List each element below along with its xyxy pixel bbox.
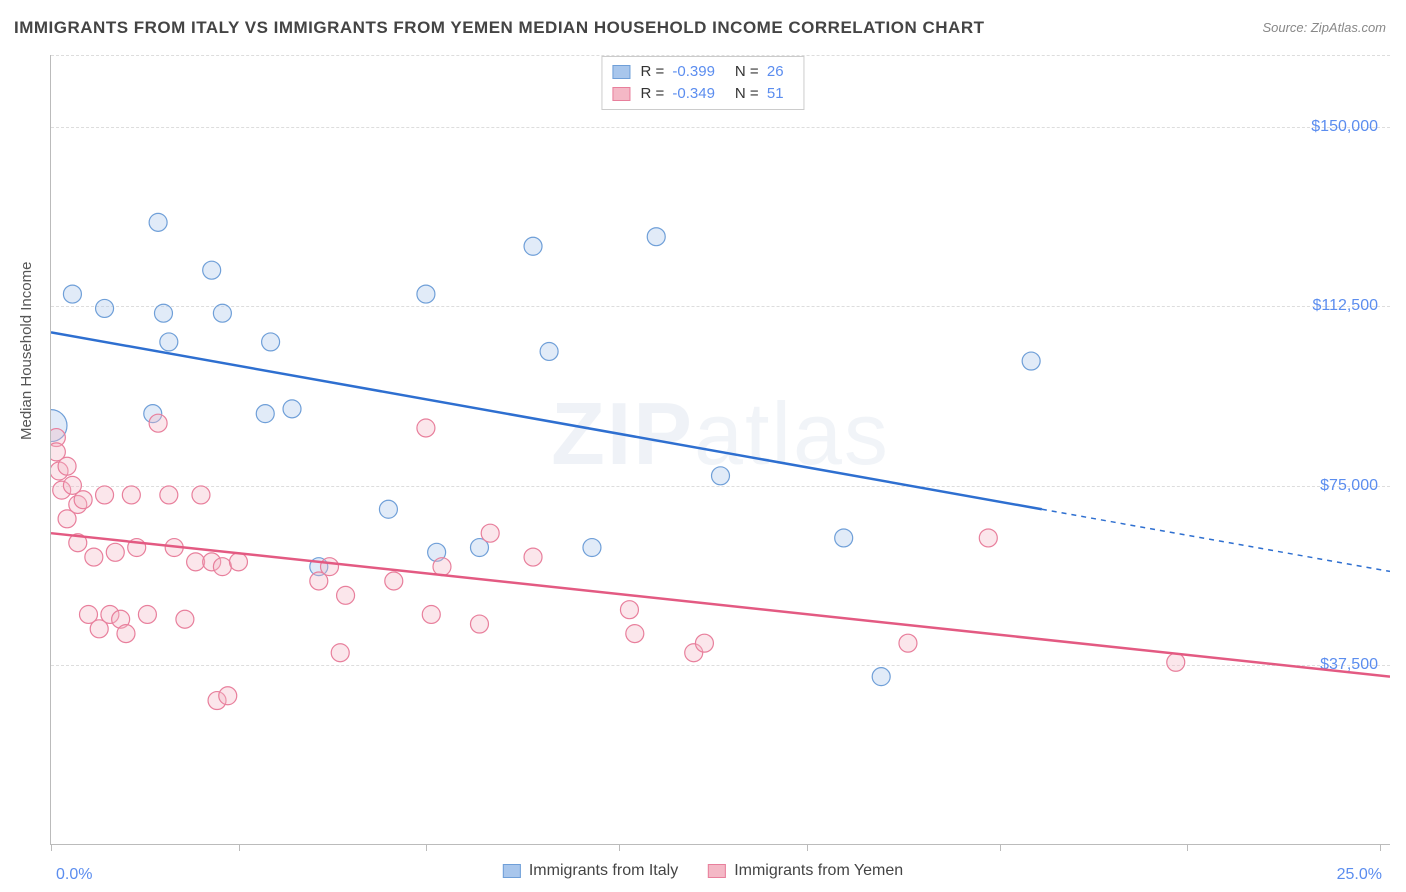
legend-n-label: N = 26: [735, 61, 794, 83]
data-point: [481, 524, 499, 542]
x-tick: [1000, 844, 1001, 851]
data-point: [122, 486, 140, 504]
data-point: [647, 228, 665, 246]
x-axis-min-label: 0.0%: [56, 866, 92, 884]
data-point: [256, 405, 274, 423]
data-point: [1022, 352, 1040, 370]
data-point: [213, 558, 231, 576]
data-point: [337, 586, 355, 604]
legend-row: R = -0.399 N = 26: [612, 61, 793, 83]
legend-item: Immigrants from Yemen: [708, 862, 903, 880]
legend-r-label: R = -0.349: [640, 83, 724, 105]
data-point: [219, 687, 237, 705]
data-point: [835, 529, 853, 547]
data-point: [283, 400, 301, 418]
x-tick: [51, 844, 52, 851]
data-point: [385, 572, 403, 590]
x-tick: [1187, 844, 1188, 851]
series-legend: Immigrants from Italy Immigrants from Yem…: [503, 862, 903, 880]
x-tick: [619, 844, 620, 851]
legend-swatch: [503, 864, 521, 878]
legend-item: Immigrants from Italy: [503, 862, 678, 880]
x-axis-max-label: 25.0%: [1337, 866, 1382, 884]
data-point: [106, 543, 124, 561]
data-point: [149, 213, 167, 231]
data-point: [1167, 653, 1185, 671]
data-point: [583, 539, 601, 557]
correlation-legend: R = -0.399 N = 26 R = -0.349 N = 51: [601, 56, 804, 110]
legend-label: Immigrants from Yemen: [734, 862, 903, 880]
scatter-svg: [51, 55, 1390, 844]
data-point: [63, 285, 81, 303]
chart-title: IMMIGRANTS FROM ITALY VS IMMIGRANTS FROM…: [14, 18, 985, 38]
y-axis-label: Median Household Income: [18, 262, 35, 440]
data-point: [160, 486, 178, 504]
data-point: [154, 304, 172, 322]
data-point: [379, 500, 397, 518]
x-tick: [239, 844, 240, 851]
legend-label: Immigrants from Italy: [529, 862, 678, 880]
data-point: [229, 553, 247, 571]
data-point: [176, 610, 194, 628]
x-tick: [807, 844, 808, 851]
data-point: [524, 237, 542, 255]
legend-n-label: N = 51: [735, 83, 794, 105]
data-point: [96, 486, 114, 504]
data-point: [331, 644, 349, 662]
data-point: [626, 625, 644, 643]
data-point: [117, 625, 135, 643]
x-tick: [426, 844, 427, 851]
data-point: [187, 553, 205, 571]
data-point: [213, 304, 231, 322]
data-point: [712, 467, 730, 485]
plot-area: ZIPatlas $37,500$75,000$112,500$150,000: [50, 55, 1390, 845]
data-point: [524, 548, 542, 566]
legend-swatch: [708, 864, 726, 878]
data-point: [138, 605, 156, 623]
data-point: [192, 486, 210, 504]
x-tick: [1380, 844, 1381, 851]
data-point: [695, 634, 713, 652]
legend-swatch: [612, 87, 630, 101]
regression-line: [51, 533, 1390, 676]
data-point: [433, 558, 451, 576]
data-point: [85, 548, 103, 566]
data-point: [979, 529, 997, 547]
data-point: [96, 299, 114, 317]
legend-r-label: R = -0.399: [640, 61, 724, 83]
data-point: [540, 342, 558, 360]
source-attribution: Source: ZipAtlas.com: [1262, 20, 1386, 35]
data-point: [899, 634, 917, 652]
regression-line-extrapolated: [1042, 509, 1390, 571]
data-point: [470, 615, 488, 633]
data-point: [149, 414, 167, 432]
data-point: [422, 605, 440, 623]
data-point: [417, 419, 435, 437]
data-point: [417, 285, 435, 303]
legend-swatch: [612, 65, 630, 79]
data-point: [58, 457, 76, 475]
data-point: [160, 333, 178, 351]
data-point: [74, 491, 92, 509]
data-point: [872, 668, 890, 686]
data-point: [262, 333, 280, 351]
legend-row: R = -0.349 N = 51: [612, 83, 793, 105]
data-point: [620, 601, 638, 619]
data-point: [203, 261, 221, 279]
data-point: [321, 558, 339, 576]
